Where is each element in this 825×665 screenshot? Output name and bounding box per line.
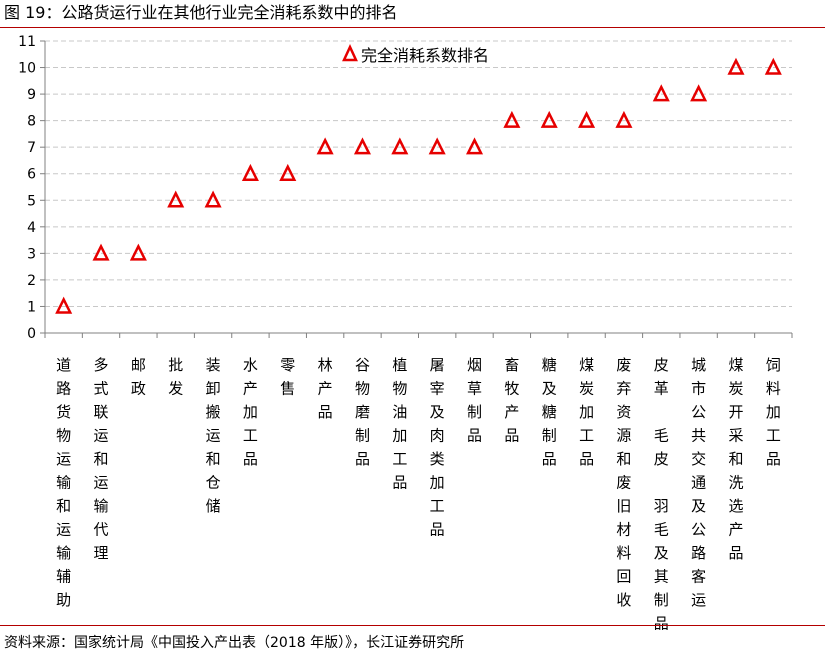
category-label: 糖及糖制品 — [542, 356, 557, 468]
series-markers — [55, 57, 782, 314]
y-tick-labels: 0 1 2 3 4 5 6 7 8 9 10 11 — [18, 34, 36, 342]
rank-marker — [764, 57, 782, 75]
y-tick-label: 1 — [27, 299, 36, 315]
y-tick-label: 6 — [27, 167, 36, 183]
y-tick-label: 4 — [27, 220, 36, 236]
category-label: 道路货物运输和运输辅助 — [56, 356, 71, 609]
y-tick-label: 3 — [27, 246, 36, 262]
category-label: 煤炭加工品 — [579, 356, 594, 468]
rank-marker — [55, 296, 73, 314]
rank-marker — [578, 110, 596, 128]
y-tick-label: 11 — [18, 34, 36, 50]
rank-marker — [503, 110, 521, 128]
legend-marker — [342, 44, 358, 62]
grid-lines — [45, 40, 792, 307]
category-label: 城市公共交通及公路客运 — [691, 356, 706, 609]
top-rule — [0, 27, 825, 28]
category-label: 零售 — [280, 356, 295, 398]
rank-marker — [391, 137, 409, 155]
legend: 完全消耗系数排名 — [342, 44, 489, 65]
category-label: 邮政 — [131, 356, 146, 398]
figure-title: 图 19：公路货运行业在其他行业完全消耗系数中的排名 — [4, 3, 398, 22]
category-label: 多式联运和运输代理 — [94, 356, 109, 562]
category-label: 煤炭开采和洗选产品 — [728, 356, 743, 562]
y-tick-label: 7 — [27, 140, 36, 156]
category-label: 畜牧产品 — [504, 356, 519, 445]
category-label: 植物油加工品 — [392, 356, 407, 492]
rank-marker — [466, 137, 484, 155]
rank-marker — [241, 163, 259, 181]
rank-marker — [353, 137, 371, 155]
rank-marker — [204, 190, 222, 208]
category-label: 饲料加工品 — [766, 356, 781, 468]
category-label: 林产品 — [318, 356, 333, 421]
rank-marker — [129, 243, 147, 261]
category-label: 烟草制品 — [467, 356, 482, 445]
category-label: 水产加工品 — [243, 356, 258, 468]
category-label: 批发 — [168, 356, 183, 398]
bottom-rule — [0, 625, 825, 626]
rank-marker — [92, 243, 110, 261]
rank-marker — [316, 137, 334, 155]
rank-marker — [167, 190, 185, 208]
category-label: 废弃资源和废旧材料回收 — [616, 356, 631, 609]
y-tick-label: 0 — [27, 326, 36, 342]
rank-marker — [727, 57, 745, 75]
category-label: 谷物磨制品 — [355, 356, 370, 468]
y-tick-label: 10 — [18, 61, 36, 77]
rank-marker — [279, 163, 297, 181]
axes — [40, 40, 793, 338]
rank-marker — [428, 137, 446, 155]
rank-marker — [652, 84, 670, 102]
category-label: 屠宰及肉类加工品 — [430, 356, 445, 539]
rank-marker — [615, 110, 633, 128]
legend-label: 完全消耗系数排名 — [361, 46, 489, 65]
source-note: 资料来源：国家统计局《中国投入产出表（2018 年版）》，长江证券研究所 — [4, 635, 465, 651]
category-label: 皮革 毛皮 羽毛及其制品 — [654, 356, 669, 633]
y-tick-label: 8 — [27, 114, 36, 130]
rank-marker — [540, 110, 558, 128]
y-tick-label: 5 — [27, 193, 36, 209]
rank-marker — [690, 84, 708, 102]
category-label: 装卸搬运和仓储 — [206, 356, 221, 515]
y-tick-label: 2 — [27, 273, 36, 289]
y-tick-label: 9 — [27, 87, 36, 103]
